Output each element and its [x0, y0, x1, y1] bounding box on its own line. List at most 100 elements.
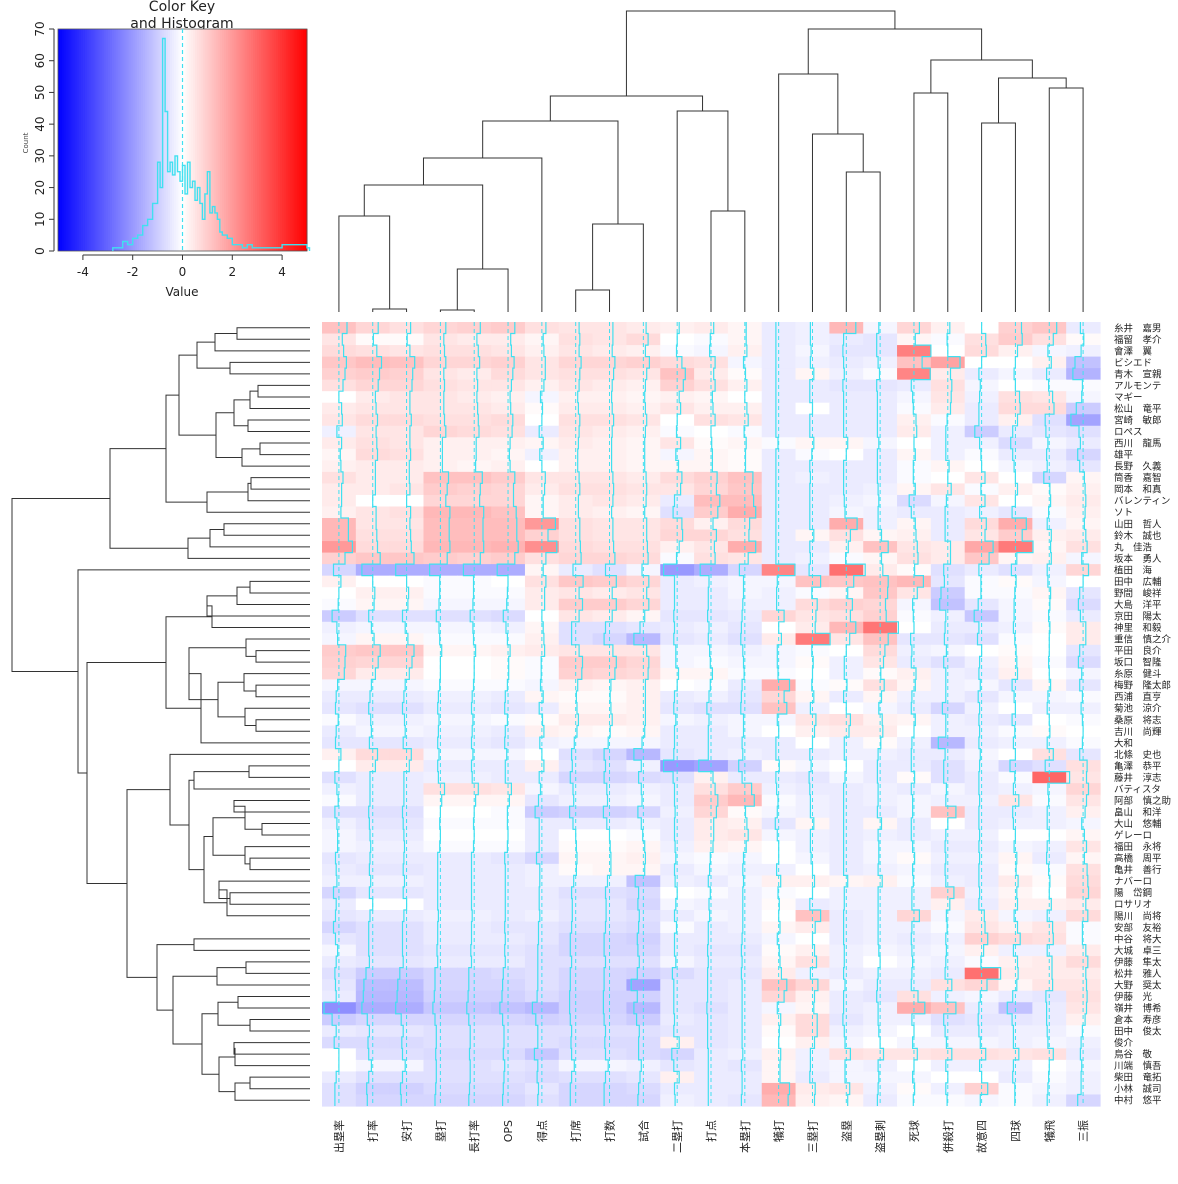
color-key-swatch: [105, 29, 109, 251]
dendrogram-link: [156, 944, 194, 1011]
heatmap-cell: [457, 1071, 492, 1084]
dendrogram-link: [439, 309, 475, 312]
row-label: 大野 奨太: [1114, 979, 1162, 991]
heatmap-cell: [660, 621, 695, 634]
color-key-swatch: [118, 29, 121, 251]
heatmap-cell: [524, 910, 560, 923]
color-key-swatch: [259, 29, 262, 251]
heatmap-cell: [727, 910, 763, 923]
heatmap-cell: [897, 690, 932, 704]
heatmap-cell: [829, 748, 864, 761]
y-tick-label: 30: [33, 148, 47, 163]
dendrogram-link: [193, 771, 310, 790]
color-key-title-line2: and Histogram: [130, 16, 233, 32]
heatmap-cell: [727, 748, 763, 761]
heatmap-cell: [727, 886, 763, 900]
heatmap-cell: [423, 425, 458, 438]
heatmap-cell: [930, 783, 966, 796]
heatmap-cell: [626, 840, 661, 853]
color-key-swatch: [236, 29, 240, 251]
heatmap-cell: [694, 817, 729, 830]
heatmap-cell: [998, 460, 1033, 473]
heatmap-cell: [389, 425, 425, 438]
dendrogram-link: [126, 789, 170, 978]
heatmap-cell: [930, 425, 966, 438]
heatmap-cell: [423, 391, 458, 404]
heatmap-cell: [491, 1013, 526, 1026]
heatmap-cell: [457, 979, 492, 992]
color-key-swatch: [226, 29, 229, 251]
row-label: 西川 龍馬: [1114, 438, 1162, 450]
heatmap-cell: [964, 425, 1000, 438]
heatmap-cell: [795, 679, 830, 692]
color-key-swatch: [145, 29, 148, 251]
heatmap-cell: [897, 840, 932, 853]
heatmap-cell: [626, 714, 661, 727]
heatmap-cell: [1066, 1048, 1101, 1061]
heatmap-cell: [423, 910, 458, 923]
heatmap-cell: [355, 1048, 391, 1061]
dendrogram-link: [218, 1056, 235, 1093]
heatmap-cell: [592, 1036, 628, 1049]
heatmap-cell: [524, 852, 560, 865]
dendrogram-link: [811, 133, 864, 312]
heatmap-cell: [423, 886, 458, 900]
heatmap-cell: [457, 1036, 492, 1049]
heatmap-cell: [897, 494, 932, 508]
heatmap-cell: [389, 852, 425, 865]
heatmap-cell: [694, 852, 729, 865]
heatmap-cell: [389, 460, 425, 473]
heatmap-cell: [322, 840, 357, 853]
heatmap-cell: [322, 875, 357, 888]
heatmap-cell: [694, 621, 729, 634]
heatmap-cell: [660, 494, 695, 508]
heatmap-cell: [795, 944, 830, 957]
heatmap-cell: [592, 356, 628, 369]
row-label: 青木 宣親: [1114, 368, 1162, 380]
heatmap-cell: [457, 460, 492, 473]
column-label: 得点: [536, 1120, 549, 1142]
dendrogram-link: [249, 580, 310, 594]
dendrogram-link: [259, 442, 310, 456]
color-key-swatch: [126, 29, 130, 251]
heatmap-cell: [998, 621, 1033, 634]
heatmap-cell: [389, 690, 425, 704]
heatmap-cell: [389, 1048, 425, 1061]
heatmap-cell: [355, 656, 391, 669]
row-label: 梅野 隆太郎: [1114, 680, 1171, 692]
heatmap-cell: [727, 587, 763, 600]
heatmap-cell: [660, 817, 695, 830]
heatmap-cell: [795, 483, 830, 496]
heatmap-cell: [423, 783, 458, 796]
color-key-swatch: [132, 29, 136, 251]
heatmap-cell: [592, 783, 628, 796]
heatmap-cell: [829, 840, 864, 853]
heatmap-cell: [322, 656, 357, 669]
heatmap-cell: [795, 587, 830, 600]
color-key-swatch: [84, 29, 88, 251]
heatmap-cell: [592, 587, 628, 600]
heatmap-cell: [998, 910, 1033, 923]
heatmap-cell: [964, 783, 1000, 796]
heatmap-cell: [558, 1013, 594, 1026]
column-label: 打数: [603, 1120, 617, 1142]
heatmap-cell: [761, 690, 797, 704]
heatmap-cell: [897, 518, 932, 531]
heatmap-cell: [389, 783, 425, 796]
heatmap-cell: [897, 356, 932, 369]
heatmap-cell: [829, 1071, 864, 1084]
heatmap-cell: [558, 656, 594, 669]
heatmap-cell: [795, 979, 830, 992]
x-tick-label: 0: [179, 265, 187, 279]
heatmap-cell: [1066, 714, 1101, 727]
heatmap-cell: [761, 552, 797, 565]
heatmap-cell: [660, 1036, 695, 1049]
heatmap-cell: [727, 944, 763, 957]
heatmap-cell: [897, 656, 932, 669]
heatmap-cell: [457, 322, 492, 335]
color-key-swatch: [138, 29, 142, 251]
row-label: 松井 雅人: [1114, 968, 1162, 980]
heatmap-cell: [626, 587, 661, 600]
heatmap-cell: [863, 979, 898, 992]
